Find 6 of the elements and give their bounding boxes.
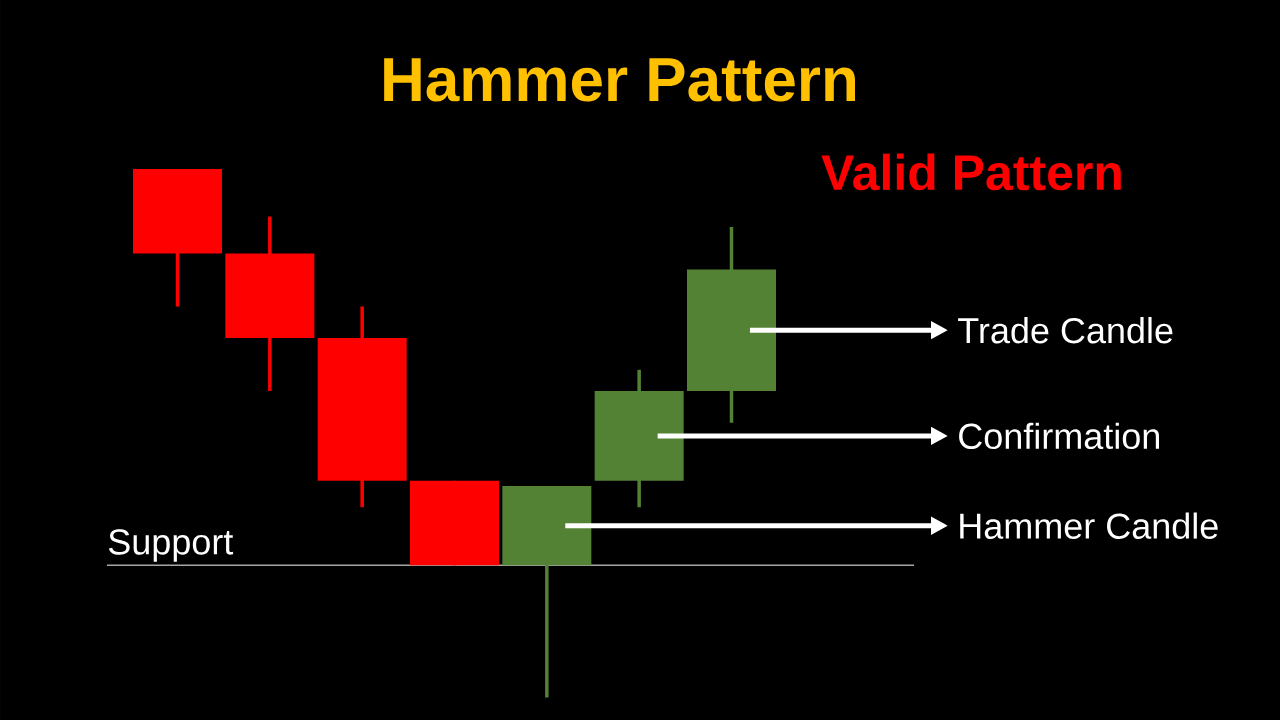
chart-title: Hammer Pattern (384, 58, 855, 102)
text: Valid Pattern (821, 153, 1121, 191)
text: Trade Candle (958, 316, 1173, 344)
text: Confirmation (959, 422, 1159, 450)
text: Hammer Candle (960, 512, 1218, 539)
ref-line-label: Support (108, 529, 234, 562)
